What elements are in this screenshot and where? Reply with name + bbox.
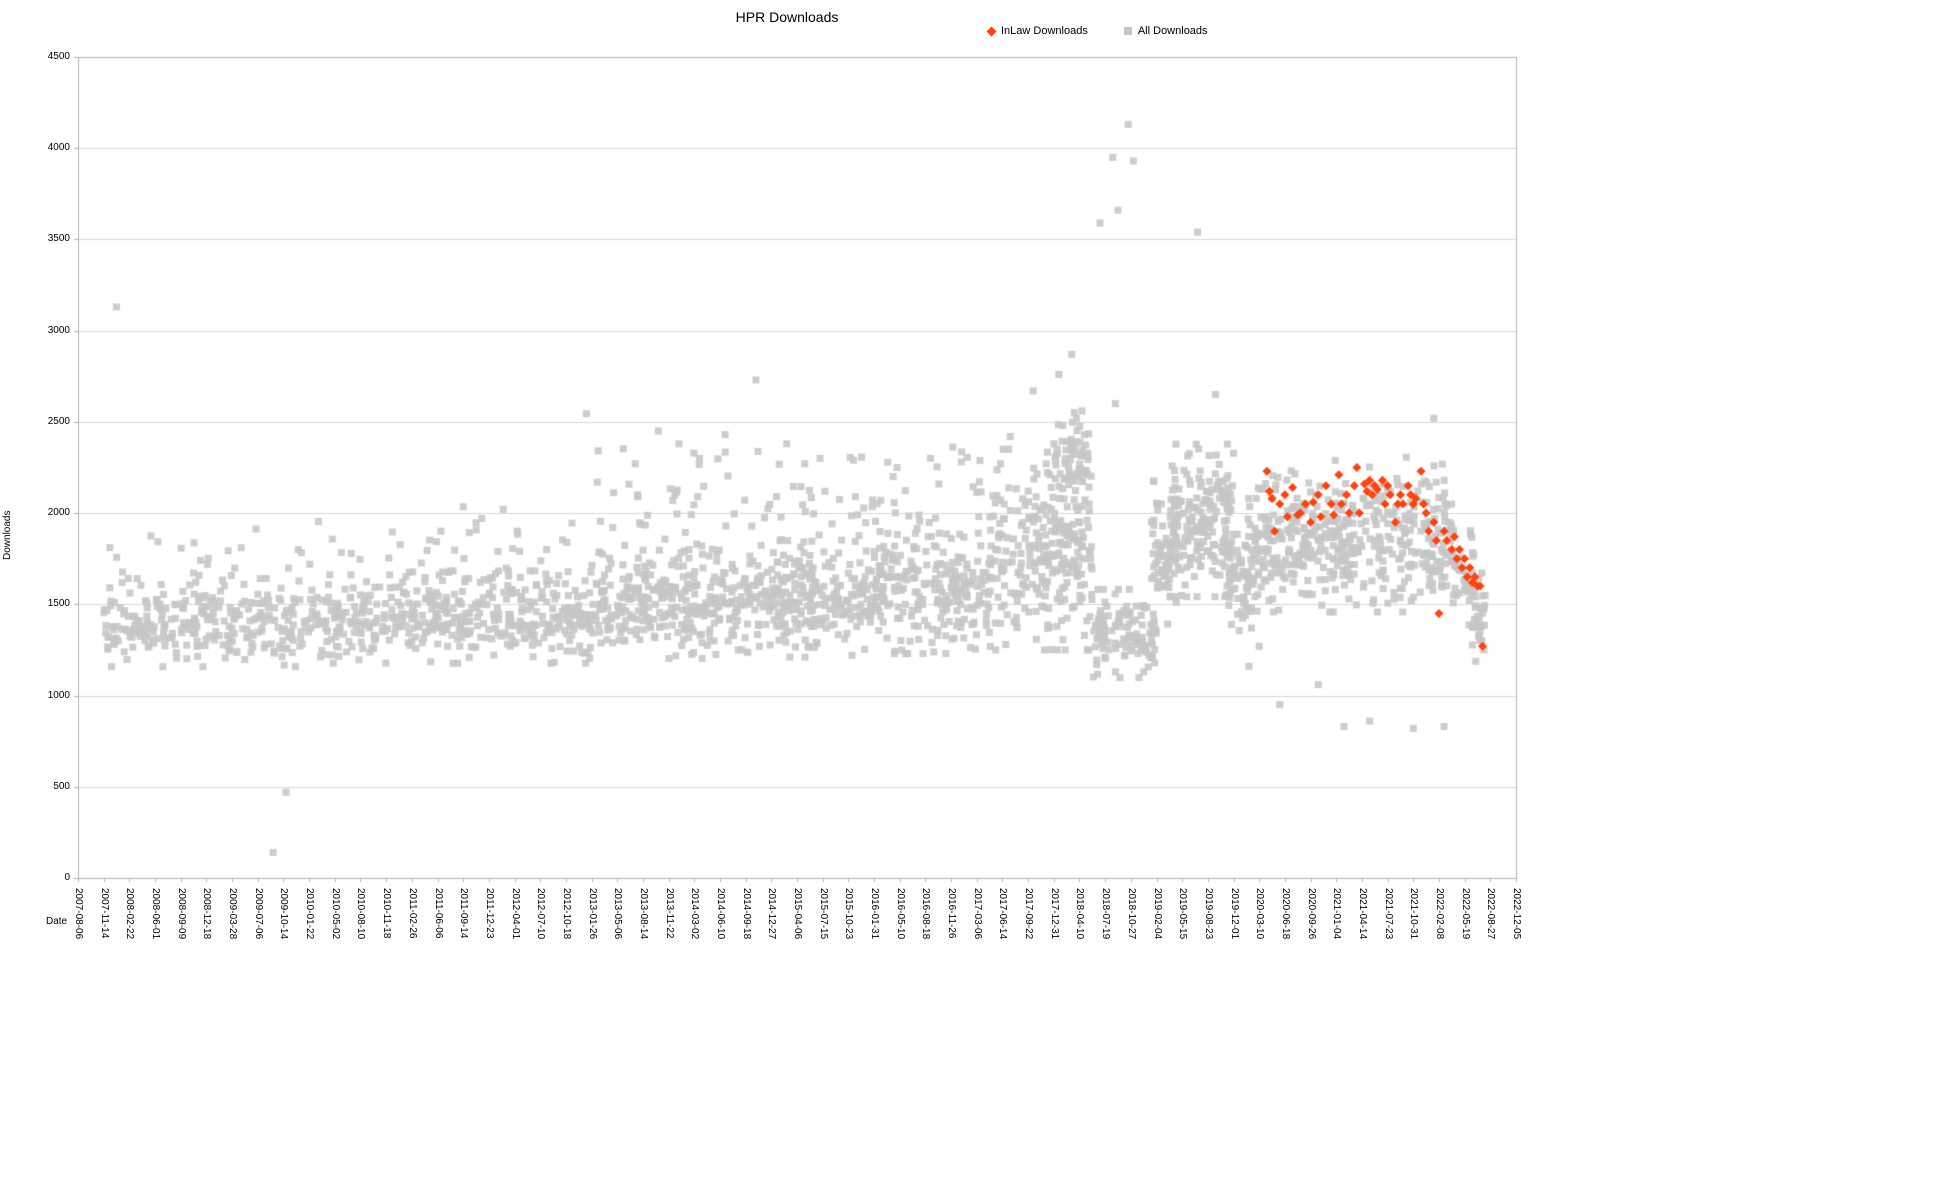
x-tick-label: 2022-05-19 — [1459, 888, 1471, 940]
x-tick-label: 2019-08-23 — [1202, 888, 1214, 940]
x-tick-label: 2021-04-14 — [1356, 888, 1368, 940]
x-tick-label: 2011-12-23 — [483, 888, 495, 939]
x-tick-label: 2011-06-06 — [432, 888, 444, 939]
x-tick-label: 2013-05-06 — [612, 888, 624, 940]
legend-label-all: All Downloads — [1137, 25, 1208, 37]
plot-area — [0, 0, 1574, 960]
x-tick-label: 2010-08-10 — [355, 888, 367, 940]
x-tick-label: 2012-04-01 — [509, 888, 521, 940]
legend: InLaw Downloads All Downloads — [986, 25, 1208, 37]
x-tick-label: 2018-04-10 — [1074, 888, 1086, 940]
x-tick-label: 2009-07-06 — [252, 888, 264, 940]
x-tick-label: 2010-01-22 — [304, 888, 316, 940]
inlaw-diamond-icon — [986, 26, 997, 36]
legend-label-inlaw: InLaw Downloads — [1001, 25, 1088, 37]
x-tick-label: 2017-12-31 — [1048, 888, 1060, 940]
x-tick-label: 2019-05-15 — [1177, 888, 1189, 940]
hpr-downloads-chart: HPR Downloads InLaw Downloads All Downlo… — [0, 0, 1574, 960]
x-tick-label: 2017-06-14 — [997, 888, 1009, 940]
x-axis-title: Date — [46, 916, 68, 927]
x-tick-label: 2008-09-09 — [175, 888, 187, 940]
x-tick-label: 2021-01-04 — [1331, 888, 1343, 940]
x-tick-label: 2022-12-05 — [1511, 888, 1522, 940]
x-tick-label: 2013-08-14 — [637, 888, 649, 940]
y-tick-label: 0 — [64, 872, 70, 883]
x-tick-label: 2014-12-27 — [766, 888, 778, 940]
x-tick-label: 2007-08-06 — [73, 888, 84, 940]
x-tick-label: 2014-09-18 — [740, 888, 752, 940]
x-tick-label: 2010-11-18 — [381, 888, 393, 939]
y-tick-label: 2000 — [47, 507, 70, 519]
y-tick-label: 4000 — [47, 142, 70, 154]
x-tick-label: 2017-03-06 — [971, 888, 983, 940]
x-tick-label: 2012-10-18 — [560, 888, 572, 940]
y-tick-label: 4500 — [47, 51, 70, 62]
y-tick-label: 1500 — [47, 598, 70, 610]
x-tick-label: 2013-11-22 — [663, 888, 675, 939]
x-tick-label: 2009-03-28 — [227, 888, 239, 940]
chart-title: HPR Downloads — [735, 9, 839, 25]
x-tick-label: 2007-11-14 — [98, 888, 110, 939]
x-tick-label: 2013-01-26 — [586, 888, 598, 940]
x-tick-label: 2016-01-31 — [869, 888, 881, 940]
x-tick-label: 2021-07-23 — [1382, 888, 1394, 940]
x-tick-label: 2020-09-26 — [1305, 888, 1317, 940]
x-tick-label: 2012-07-10 — [535, 888, 547, 940]
x-tick-label: 2020-06-18 — [1279, 888, 1291, 940]
x-tick-label: 2008-06-01 — [150, 888, 162, 940]
x-tick-label: 2022-08-27 — [1485, 888, 1497, 940]
x-tick-label: 2018-10-27 — [1125, 888, 1137, 940]
x-tick-label: 2015-04-06 — [792, 888, 803, 940]
x-tick-label: 2011-02-26 — [406, 888, 418, 939]
y-tick-label: 1000 — [47, 689, 70, 701]
x-tick-label: 2016-11-26 — [946, 888, 958, 939]
x-tick-label: 2009-10-14 — [278, 888, 290, 940]
x-tick-label: 2016-08-18 — [920, 888, 932, 940]
legend-entry-inlaw: InLaw Downloads — [986, 25, 1088, 37]
x-tick-label: 2014-03-02 — [689, 888, 701, 940]
x-tick-label: 2010-05-02 — [329, 888, 341, 940]
y-tick-label: 2500 — [47, 415, 70, 427]
y-tick-label: 3500 — [47, 233, 70, 245]
x-tick-label: 2022-02-08 — [1433, 888, 1445, 940]
legend-entry-all: All Downloads — [1123, 25, 1208, 37]
x-tick-label: 2021-10-31 — [1408, 888, 1420, 940]
x-tick-label: 2014-06-10 — [714, 888, 726, 940]
x-tick-label: 2011-09-14 — [458, 888, 470, 939]
x-tick-label: 2018-07-19 — [1100, 888, 1112, 940]
x-tick-label: 2015-10-23 — [843, 888, 855, 940]
y-tick-label: 3000 — [47, 324, 70, 336]
all-square-icon — [1123, 27, 1132, 35]
x-tick-label: 2019-02-04 — [1151, 888, 1163, 940]
x-tick-label: 2016-05-10 — [894, 888, 906, 940]
x-tick-label: 2008-02-22 — [124, 888, 136, 940]
x-tick-label: 2008-12-18 — [201, 888, 213, 940]
x-tick-label: 2015-07-15 — [817, 888, 829, 940]
x-tick-label: 2017-09-22 — [1023, 888, 1035, 940]
x-tick-label: 2020-03-10 — [1254, 888, 1266, 940]
x-tick-label: 2019-12-01 — [1228, 888, 1240, 940]
y-tick-label: 500 — [53, 780, 70, 792]
